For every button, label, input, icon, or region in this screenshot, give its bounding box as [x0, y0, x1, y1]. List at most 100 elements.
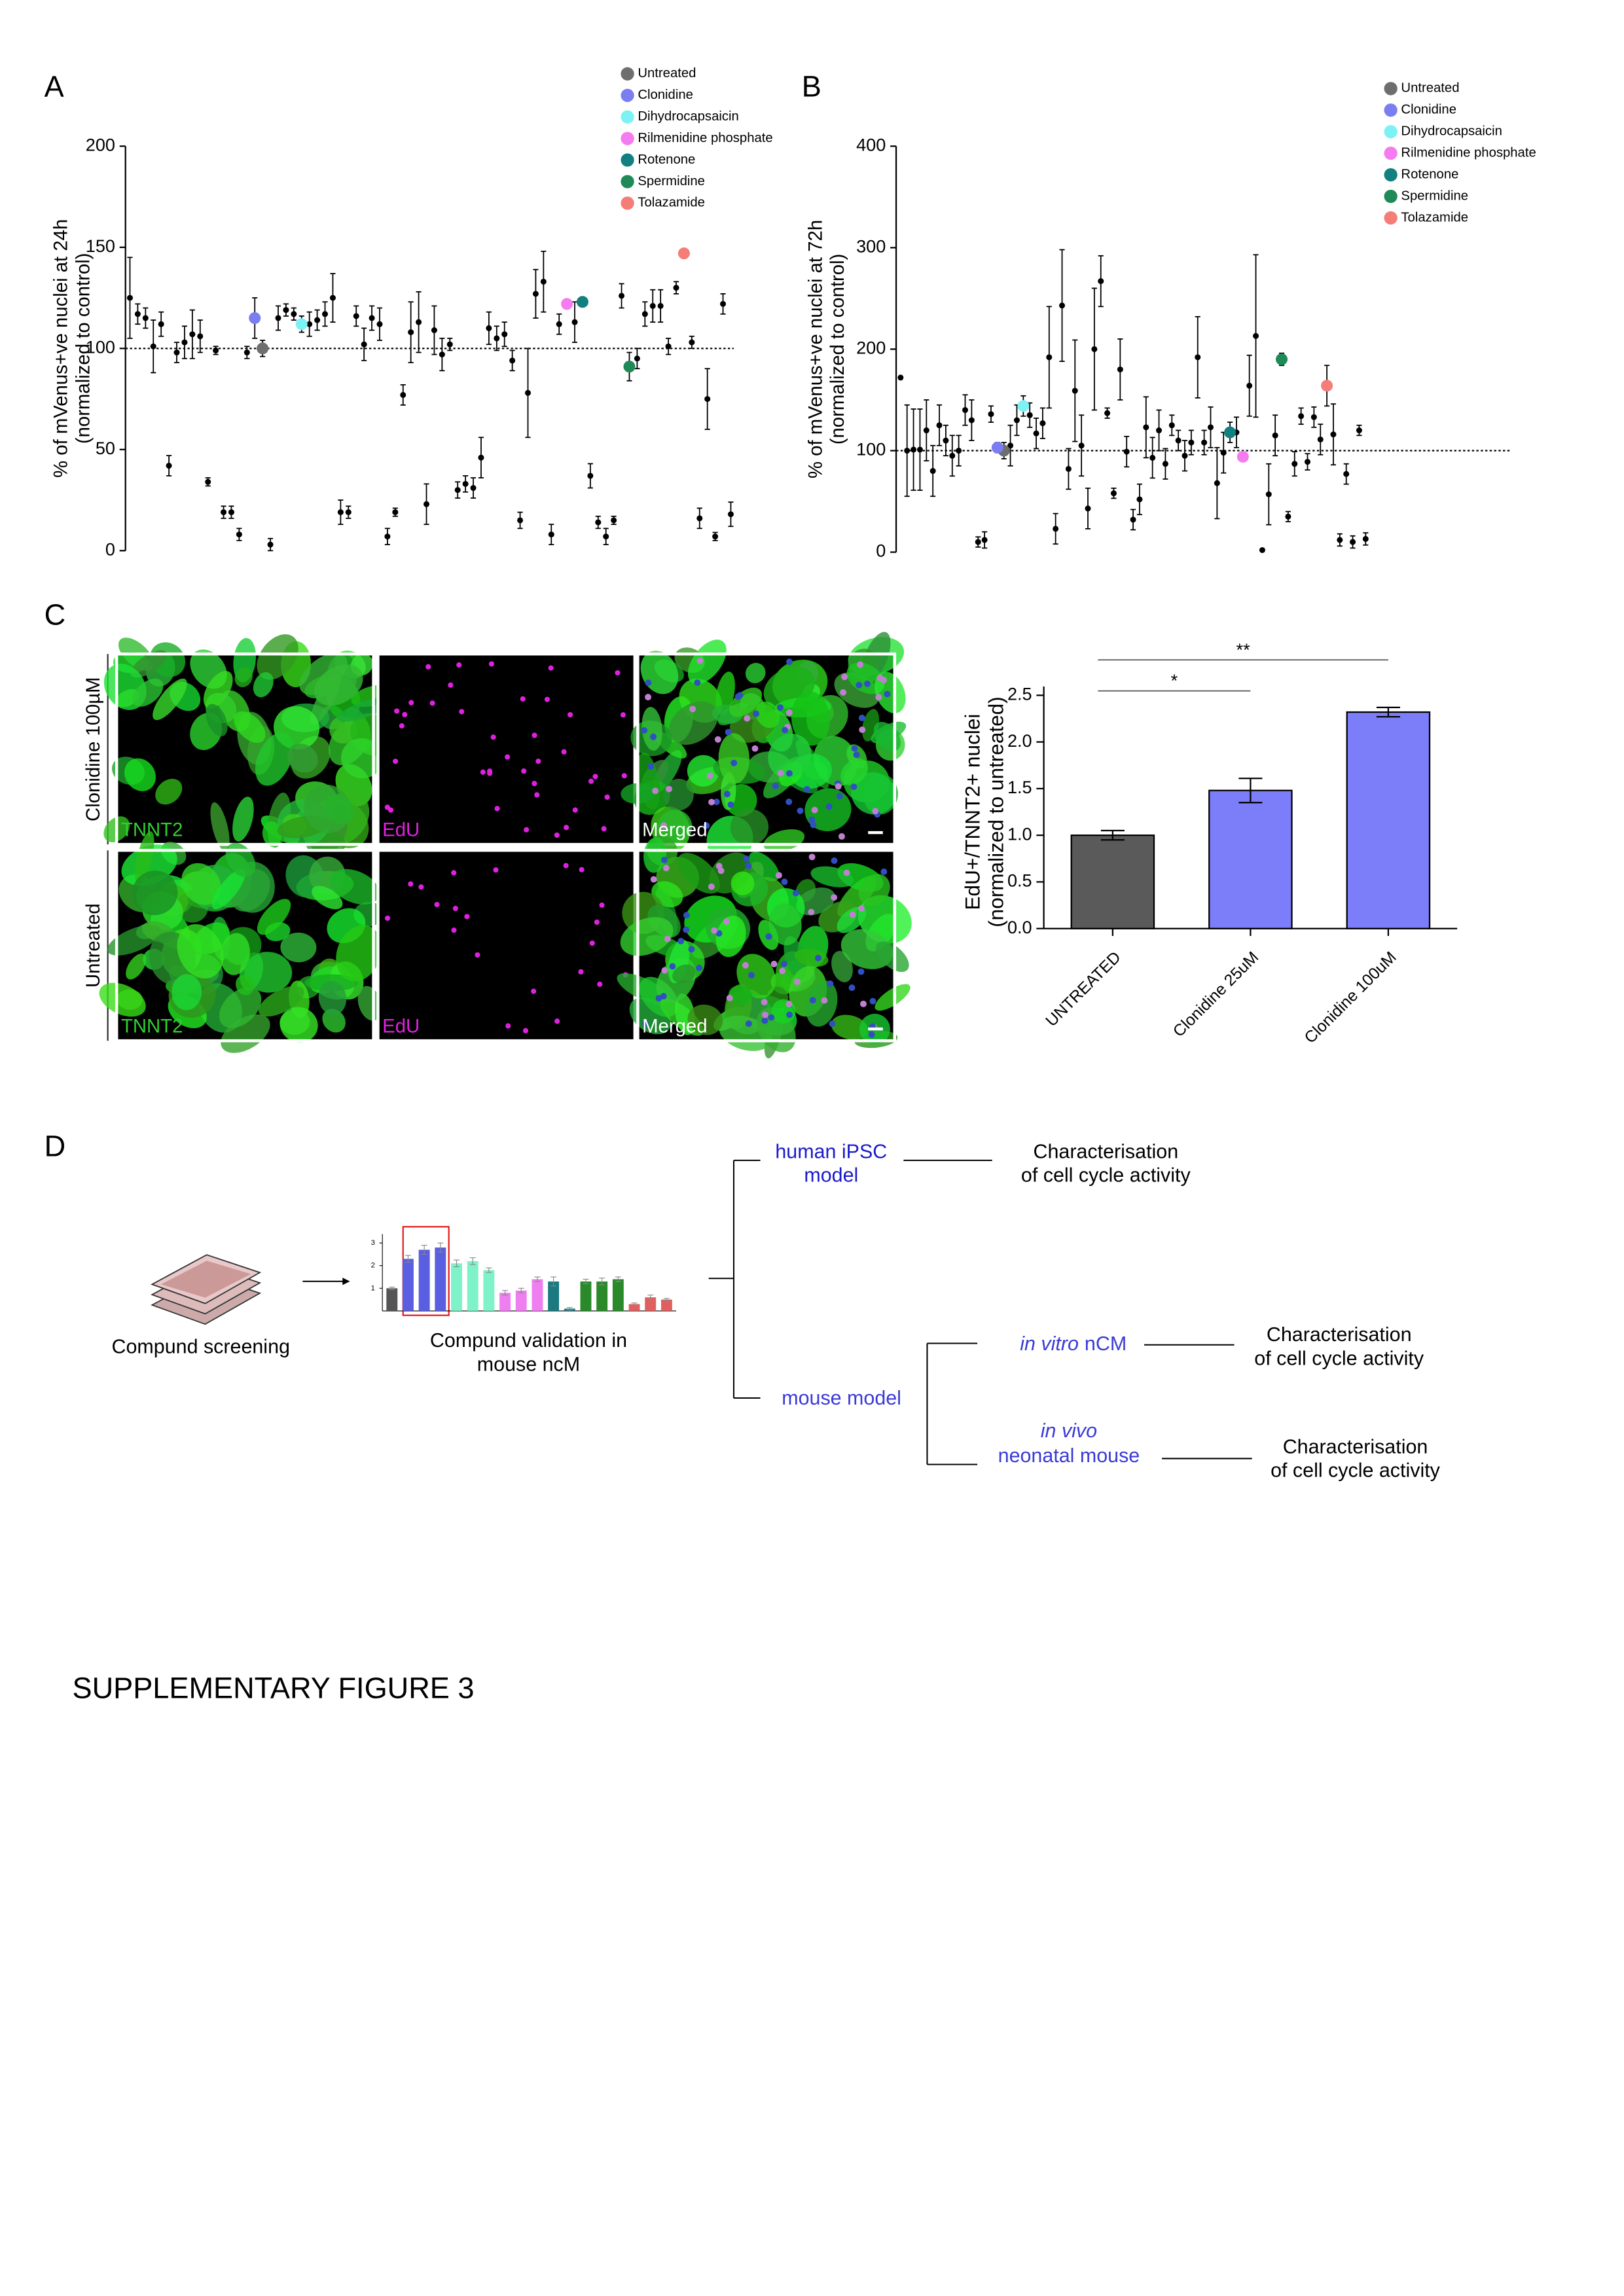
edu-nucleus [399, 723, 405, 729]
nucleus [858, 905, 865, 912]
data-point [1182, 452, 1188, 459]
bar [580, 1281, 592, 1311]
data-point [431, 327, 437, 334]
nucleus [880, 868, 888, 875]
nucleus [666, 785, 672, 793]
legend-marker [1384, 125, 1398, 139]
nucleus [714, 736, 721, 743]
bar [1208, 789, 1293, 929]
data-point [228, 509, 234, 516]
nucleus [809, 997, 816, 1004]
edu-nucleus [578, 969, 584, 975]
data-point [181, 339, 188, 346]
data-point [1207, 424, 1214, 431]
data-point [988, 411, 994, 418]
data-point [532, 291, 539, 297]
data-point [166, 463, 172, 469]
diagram-text: Compund validation in mouse ncM [430, 1329, 627, 1375]
cell [280, 932, 317, 963]
edu-nucleus [594, 919, 600, 925]
legend-label: Rotenone [1401, 167, 1458, 181]
data-point [1168, 422, 1175, 429]
nucleus [850, 783, 857, 791]
y-tick-label: 2.0 [1007, 731, 1032, 751]
cell [791, 691, 830, 746]
edu-nucleus [459, 709, 465, 715]
cell [234, 667, 253, 687]
cell [262, 821, 282, 847]
data-point [704, 396, 711, 403]
channel-label: Merged [642, 1016, 707, 1037]
nucleus [770, 960, 778, 967]
nucleus [857, 661, 864, 668]
bar [467, 1261, 478, 1311]
nucleus [731, 759, 738, 766]
cell [132, 678, 164, 707]
nucleus [711, 927, 718, 934]
data-point [897, 374, 904, 381]
data-point [1085, 505, 1091, 512]
nucleus [841, 673, 848, 681]
micrograph [378, 654, 635, 845]
data-point [257, 342, 269, 355]
data-point [1259, 547, 1265, 553]
nucleus [785, 770, 793, 777]
nucleus [688, 946, 695, 953]
cell [768, 903, 802, 946]
edu-nucleus [475, 952, 480, 958]
nucleus [869, 997, 876, 1005]
data-point [376, 321, 383, 327]
text-line: model [804, 1164, 858, 1187]
nucleus [808, 908, 815, 916]
nucleus [843, 869, 850, 876]
cell [677, 853, 720, 894]
edu-nucleus [429, 700, 435, 706]
footer: SUPPLEMENTARY FIGURE 3 [73, 1671, 475, 1704]
data-point [1317, 436, 1324, 442]
nucleus [647, 763, 655, 770]
data-point [611, 517, 617, 524]
cell [234, 711, 266, 743]
nucleus [645, 694, 652, 701]
nucleus [836, 793, 843, 800]
micrograph-clip [115, 652, 375, 846]
data-point [158, 321, 164, 327]
y-tick-label: 300 [856, 237, 886, 257]
nucleus [706, 772, 713, 780]
edu-nucleus [408, 881, 414, 887]
edu-nucleus [493, 867, 499, 873]
bar [451, 1263, 462, 1311]
nucleus [785, 798, 793, 806]
data-point [1188, 439, 1195, 446]
data-point [205, 478, 211, 485]
panel-label: B [802, 69, 821, 103]
data-point [1123, 448, 1130, 455]
y-tick-label: 400 [856, 135, 886, 154]
text-line: Characterisation [1267, 1323, 1412, 1346]
legend-marker [1384, 82, 1398, 96]
cell [312, 886, 343, 910]
nucleus [858, 714, 865, 721]
edu-nucleus [394, 708, 400, 714]
cell [318, 980, 347, 1015]
y-tick-label: 150 [86, 236, 115, 256]
data-point [1013, 417, 1020, 423]
legend-marker [621, 132, 634, 145]
data-point [1214, 480, 1220, 486]
legend-marker [621, 67, 634, 81]
legend-marker [621, 153, 634, 167]
data-point [1291, 461, 1298, 467]
micrograph-background [378, 850, 635, 1041]
data-point [408, 329, 414, 336]
edu-nucleus [615, 670, 621, 676]
micrograph-clip [636, 652, 897, 846]
data-point [384, 533, 391, 540]
data-point [556, 321, 562, 327]
data-point [1285, 513, 1291, 520]
data-point [1201, 439, 1208, 446]
cell [171, 974, 202, 1011]
data-point [649, 302, 656, 309]
nucleus [717, 867, 725, 874]
nucleus [859, 726, 866, 733]
data-point [361, 341, 367, 348]
